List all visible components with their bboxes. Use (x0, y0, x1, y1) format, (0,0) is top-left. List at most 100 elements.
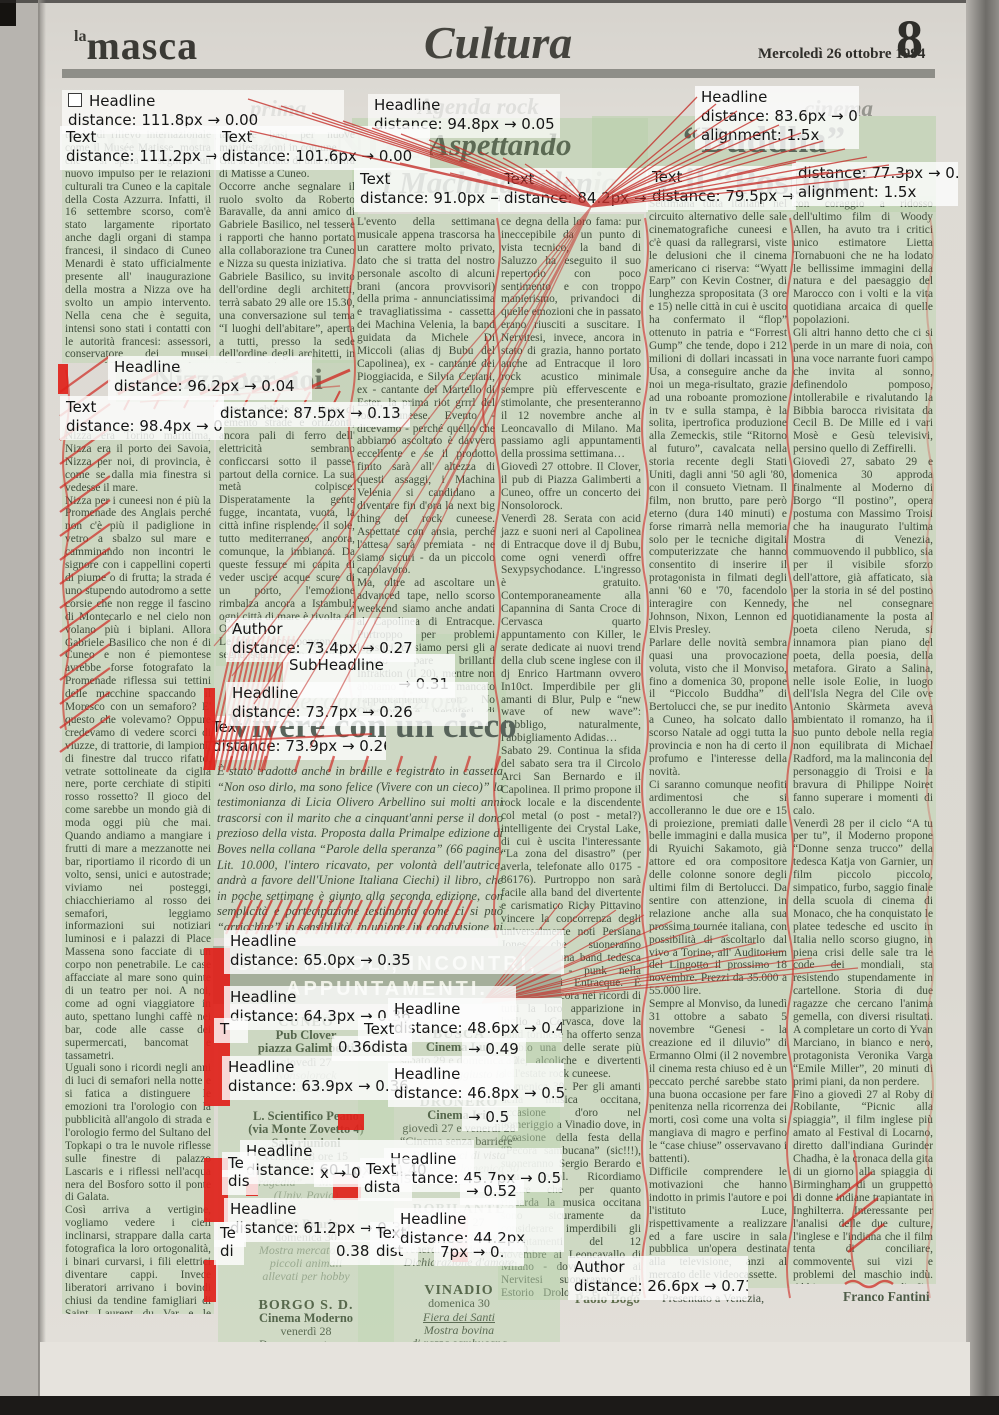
scan-right-edge (966, 0, 999, 1415)
annotation-label: Author (232, 620, 283, 638)
listing-line: venerdì 28 (280, 1324, 332, 1339)
annotation-label: Text (366, 1160, 397, 1178)
listing-line: Il postino (283, 1376, 329, 1391)
listing-line: piazza Galimberti (257, 1041, 355, 1056)
annotation-label: Headline (230, 932, 297, 950)
annotation-label: Text (66, 128, 97, 146)
listing-line: L. Scientifico Peano (253, 1109, 359, 1124)
listing-line: Pub Clover (275, 1028, 337, 1043)
annotation-fragment[interactable]: di (214, 1240, 244, 1265)
annotation-label: Author (574, 1258, 625, 1276)
annotation-box-headline-3[interactable]: Headline distance: 83.6px → 0.16 alignme… (695, 86, 859, 149)
article-nizza-col-a: Nizza era Torino marittima, Nizza era il… (62, 428, 214, 1314)
logo-la: la (74, 28, 87, 45)
annotation-distance: distance: 87.5px → 0.13 (220, 404, 401, 422)
annotation-label: dis (228, 1172, 250, 1190)
listing-line: Cinema Moderno (258, 1310, 354, 1325)
annotation-box-text-2[interactable]: Text distance: 101.6px → 0.00 (216, 126, 430, 170)
annotation-label: Headline (390, 1150, 457, 1168)
annotation-label: dista (364, 1178, 401, 1196)
annotation-label: di (220, 1242, 234, 1260)
logo-masca: masca (86, 23, 199, 68)
annotation-label: Te (228, 1154, 244, 1172)
newspaper-logo: lamasca (74, 22, 198, 69)
annotation-fragment[interactable]: 7px → 0. (434, 1241, 524, 1266)
dateline: Mercoledì 26 ottobre 1994 (758, 46, 926, 62)
listing-line: (via Monte Zovetto 4) (248, 1122, 364, 1137)
listing-gap (358, 1269, 560, 1284)
listing-line: Mostra bovina (423, 1322, 495, 1337)
listing-line: da sabato 29 a martedì 1° (245, 1363, 367, 1378)
annotation-label: Text (360, 170, 391, 188)
annotation-distance: distance: 73.7px → 0.26 (232, 703, 413, 721)
annotation-box-text-1[interactable]: Text distance: 111.2px → 0.00 (60, 126, 220, 170)
annotation-box-nizza-text-1[interactable]: Text distance: 98.4px → 0.02 (60, 396, 224, 440)
annotation-box-busca-headline[interactable]: Headline distance: 48.6px → 0.4 (388, 998, 562, 1042)
annotation-distance: distance: 98.4px → 0.02 (66, 417, 224, 435)
annotation-distance: distance: 46.8px → 0.5 (394, 1084, 564, 1102)
annotation-label: SubHeadline (289, 656, 384, 674)
annotation-box-vivere-headline[interactable]: Headline distance: 73.7px → 0.26 (226, 682, 488, 726)
annotation-fragment[interactable]: → 0.5 (462, 1106, 518, 1131)
annotation-label: Headline (400, 1210, 467, 1228)
annotation-label: Headline (701, 88, 768, 106)
annotation-alignment: alignment: 1.5x (798, 183, 917, 201)
section-title: Cultura (424, 17, 573, 68)
annotation-distance: distance: 61.2px → 0.39 (230, 1219, 411, 1237)
masthead-rule (62, 69, 935, 78)
annotation-box-nizza-headline[interactable]: Headline distance: 96.2px → 0.04 (108, 356, 312, 400)
annotation-label: Headline (230, 988, 297, 1006)
annotation-distance: distance: 101.6px → 0.00 (222, 147, 413, 165)
listing-line: Fiera dei Santi (423, 1309, 495, 1324)
annotation-label: Headline (374, 96, 441, 114)
article-vivere-body: È stato tradotto anche in braille e regi… (217, 764, 503, 936)
page-number: 8 (896, 9, 923, 69)
checkbox-icon[interactable] (68, 93, 82, 107)
listing-line: Mostra mercato dei (258, 1243, 354, 1258)
annotation-label: Headline (230, 1200, 297, 1218)
annotation-box-text-3[interactable]: Text distance: 91.0px → 0.09 (354, 168, 500, 212)
annotation-fragment[interactable]: dis (222, 1170, 258, 1195)
annotation-distance: distance: 79.5px → 0.20 (652, 187, 796, 205)
listing-line: VINADIO (424, 1283, 494, 1299)
annotation-distance: distance: 26.6px → 0.73 (574, 1277, 748, 1295)
annotation-distance: distance: 96.2px → 0.04 (114, 377, 295, 395)
scan-corner-mark (0, 0, 16, 26)
annotation-label: Headline (246, 1142, 313, 1160)
annotation-label: Headline (394, 1065, 461, 1083)
listing-line: BORGO S. D. (258, 1297, 354, 1313)
annotation-label: Headline (394, 1000, 461, 1018)
annotation-distance: distance: 83.6px → 0.16 (701, 107, 859, 125)
article-cinema-col-b: con coraggio a ridosso dell'ultimo film … (790, 196, 936, 1284)
annotation-distance: distance: 111.8px → 0.00 (68, 111, 259, 129)
annotation-label: Text (66, 398, 97, 416)
article-cinema-col-a: Settimana tutta italiana nel circuito al… (646, 196, 790, 1288)
listing-line: allevati per hobby (262, 1269, 350, 1284)
annotation-box-author-2[interactable]: Author distance: 26.6px → 0.73 (568, 1256, 748, 1300)
annotation-label: 0.36dista (338, 1038, 408, 1056)
annotation-label: 0.38 (336, 1242, 370, 1260)
annotation-label: Headline (228, 1058, 295, 1076)
annotation-fragment[interactable]: dista (358, 1176, 412, 1201)
annotation-box-text-4[interactable]: Text distance: 84.2px → 0.16 (498, 168, 648, 212)
annotation-box-text-5[interactable]: Text distance: 79.5px → 0.20 (646, 166, 796, 210)
listing-line: Forte di Vinadio (419, 1349, 499, 1364)
annotation-box-nizza-text-2[interactable]: distance: 87.5px → 0.13 (214, 402, 410, 427)
annotation-fragment[interactable]: T (214, 1018, 248, 1043)
annotation-distance: distance: 91.0px → 0.09 (360, 189, 500, 207)
annotation-label: Text (364, 1020, 395, 1038)
annotation-distance: distance: 111.2px → 0.00 (66, 147, 220, 165)
annotation-distance: distance: 65.0px → 0.35 (230, 951, 411, 969)
annotation-box-spettacoli-headline[interactable]: Headline distance: 65.0px → 0.35 (224, 930, 564, 974)
annotation-label: Headline (89, 92, 156, 110)
annotation-label: Text (652, 168, 683, 186)
annotation-box-dronero-headline[interactable]: Headline distance: 46.8px → 0.5 (388, 1063, 564, 1107)
annotation-distance: distance: 84.2px → 0.16 (504, 189, 648, 207)
annotation-label: Text (504, 170, 535, 188)
annotation-label: Te (220, 1224, 236, 1242)
annotation-label: → 0.5 (468, 1108, 510, 1126)
annotation-label: Headline (114, 358, 181, 376)
annotation-box-text-6[interactable]: distance: 77.3px → 0.23 alignment: 1.5x (792, 162, 958, 206)
annotation-label: → 0.52 (466, 1182, 517, 1200)
